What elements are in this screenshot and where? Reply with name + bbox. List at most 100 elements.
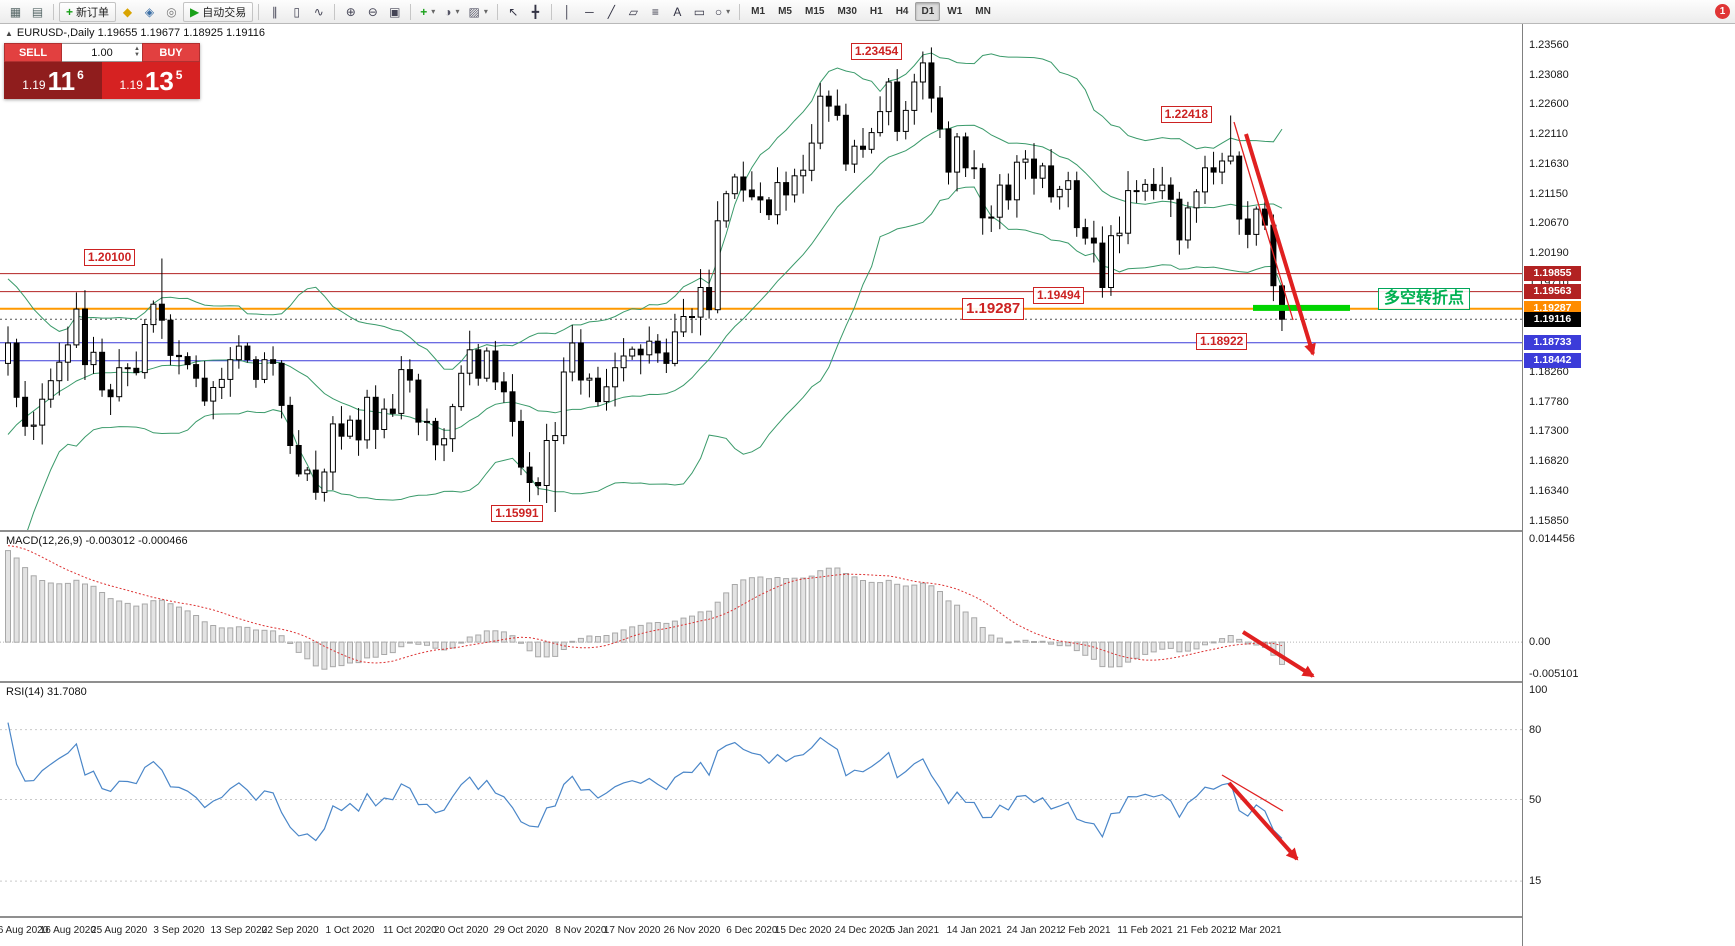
- date-label: 20 Oct 2020: [433, 925, 489, 936]
- timeframe-button-m5[interactable]: M5: [778, 6, 792, 17]
- timeframe-button-m15[interactable]: M15: [804, 6, 825, 17]
- scale-tick-label: 1.21630: [1529, 158, 1569, 170]
- fibonacci-icon[interactable]: ≡: [651, 4, 659, 19]
- rsi-scale-label: 50: [1529, 794, 1542, 806]
- vertical-line-icon[interactable]: │: [563, 4, 572, 19]
- date-label: 26 Nov 2020: [663, 925, 721, 936]
- date-label: 6 Aug 2020: [0, 925, 49, 936]
- bollinger-band-line: [7, 52, 1283, 370]
- add-indicator-dropdown[interactable]: + ▾: [420, 4, 436, 19]
- date-label: 14 Jan 2021: [946, 925, 1002, 936]
- price-label-1.19494[interactable]: 1.19494: [1032, 287, 1085, 304]
- template-dropdown[interactable]: ▨ ▾: [468, 4, 488, 19]
- label-icon[interactable]: ▭: [693, 4, 706, 19]
- volume-input[interactable]: 1.00 ▲ ▼: [62, 43, 142, 62]
- zoom-in-icon[interactable]: ⊕: [345, 4, 356, 19]
- buy-price-prefix: 1.19: [119, 78, 143, 92]
- macd-scale-label: 0.00: [1529, 636, 1551, 648]
- new-chart-window-icon[interactable]: ▦: [9, 4, 22, 19]
- toolbar-divider: [410, 3, 412, 20]
- scale-tick-label: 1.23560: [1529, 39, 1569, 51]
- scale-tick-label: 1.18260: [1529, 366, 1569, 378]
- pivot-highlight-segment: [1253, 304, 1350, 311]
- date-label: 3 Sep 2020: [153, 925, 205, 936]
- date-label: 21 Feb 2021: [1176, 925, 1234, 936]
- timeframe-button-d1[interactable]: D1: [915, 2, 941, 21]
- data-window-icon[interactable]: ◈: [144, 4, 155, 19]
- scale-tick-label: 1.17300: [1529, 425, 1569, 437]
- bull-bear-pivot-annotation[interactable]: 多空转折点: [1378, 288, 1471, 310]
- scale-tick-label: 1.15850: [1529, 515, 1569, 527]
- toolbar-divider: [334, 3, 336, 20]
- chart-profile-icon[interactable]: ▤: [31, 4, 44, 19]
- market-watch-icon[interactable]: ◆: [122, 4, 133, 19]
- date-label: 25 Aug 2020: [91, 925, 148, 936]
- rsi-scale-label: 15: [1529, 875, 1542, 887]
- down-arrow: [1221, 774, 1284, 812]
- date-label: 29 Oct 2020: [493, 925, 549, 936]
- buy-price-big: 13: [144, 65, 174, 96]
- price-scale[interactable]: 1.23560 1.23080 1.22600 1.22110 1.21630 1.211…: [1522, 24, 1735, 946]
- panel-separator[interactable]: [0, 530, 1735, 532]
- navigator-icon[interactable]: ◎: [166, 4, 177, 19]
- candlestick-chart-icon[interactable]: ▯: [293, 4, 301, 19]
- date-label: 8 Nov 2020: [555, 925, 607, 936]
- collapse-panel-icon[interactable]: ▲: [5, 28, 13, 38]
- new-order-button[interactable]: + 新订单: [59, 1, 117, 22]
- timeframe-button-h4[interactable]: H4: [895, 6, 909, 17]
- price-chart-canvas[interactable]: [0, 24, 1522, 530]
- time-axis[interactable]: 6 Aug 2020 16 Aug 2020 25 Aug 2020 3 Sep 20…: [0, 918, 1522, 946]
- panel-separator[interactable]: [0, 681, 1735, 683]
- one-click-trading-panel: SELL 1.00 ▲ ▼ BUY 1.19 11 6 1.19 13 5: [4, 43, 200, 99]
- timeframe-button-h1[interactable]: H1: [869, 6, 883, 17]
- date-label: 11 Oct 2020: [382, 925, 437, 936]
- timeframe-button-w1[interactable]: W1: [947, 6, 963, 17]
- main-toolbar: ▦ ▤ + 新订单 ◆ ◈ ◎ ▶ 自动交易 ∥ ▯ ∿ ⊕ ⊖ ▣ + ▾ ◑ ▾ ▨ ▾ ↖ ╋ │ ─ ╱ ▱ ≡ A ▭ ○ ▾ M1 M…: [0, 0, 1735, 24]
- period-dropdown[interactable]: ◑ ▾: [444, 4, 460, 19]
- price-level-badge: 1.19855: [1524, 266, 1581, 281]
- scale-tick-label: 1.22600: [1529, 98, 1569, 110]
- volume-stepper[interactable]: ▲ ▼: [134, 46, 140, 58]
- volume-value: 1.00: [91, 46, 113, 59]
- candlestick-series: [5, 47, 1285, 512]
- text-icon[interactable]: A: [673, 4, 682, 19]
- rsi-scale-label: 80: [1529, 724, 1542, 736]
- price-label-1.23454[interactable]: 1.23454: [850, 43, 903, 60]
- date-label: 17 Nov 2020: [603, 925, 661, 936]
- scale-tick-label: 1.20190: [1529, 247, 1569, 259]
- macd-indicator-label: MACD(12,26,9) -0.003012 -0.000466: [6, 535, 188, 547]
- price-label-1.15991[interactable]: 1.15991: [491, 505, 543, 522]
- price-label-1.22418[interactable]: 1.22418: [1160, 106, 1213, 123]
- price-label-1.20100[interactable]: 1.20100: [83, 249, 136, 266]
- macd-chart-canvas[interactable]: [0, 532, 1522, 681]
- line-chart-icon[interactable]: ∿: [313, 4, 324, 19]
- timeframe-button-mn[interactable]: MN: [975, 6, 991, 17]
- rsi-scale-label: 100: [1529, 684, 1548, 696]
- date-label: 6 Dec 2020: [726, 925, 778, 936]
- buy-button[interactable]: BUY: [142, 43, 200, 62]
- trendline-icon[interactable]: ╱: [607, 4, 616, 19]
- autotrading-button[interactable]: ▶ 自动交易: [183, 1, 254, 22]
- crosshair-icon[interactable]: ╋: [531, 4, 540, 19]
- sell-price-prefix: 1.19: [22, 78, 46, 92]
- price-label-1.18922[interactable]: 1.18922: [1195, 333, 1248, 350]
- scale-tick-label: 1.16340: [1529, 485, 1569, 497]
- tile-windows-icon[interactable]: ▣: [389, 4, 401, 19]
- toolbar-divider: [739, 3, 741, 20]
- horizontal-line-icon[interactable]: ─: [585, 4, 594, 19]
- zoom-out-icon[interactable]: ⊖: [367, 4, 378, 19]
- down-arrow: [1233, 121, 1294, 321]
- notification-badge[interactable]: 1: [1715, 4, 1730, 19]
- bar-chart-icon[interactable]: ∥: [271, 4, 278, 19]
- sell-price-button[interactable]: 1.19 11 6: [4, 62, 102, 99]
- sell-button[interactable]: SELL: [4, 43, 62, 62]
- rsi-chart-canvas[interactable]: [0, 683, 1522, 916]
- price-label-1.19287[interactable]: 1.19287: [962, 298, 1025, 320]
- channel-icon[interactable]: ▱: [628, 4, 639, 19]
- timeframe-button-m1[interactable]: M1: [751, 6, 766, 17]
- timeframe-button-m30[interactable]: M30: [837, 6, 857, 17]
- shapes-dropdown[interactable]: ○ ▾: [714, 4, 731, 19]
- cursor-icon[interactable]: ↖: [508, 4, 519, 19]
- buy-price-button[interactable]: 1.19 13 5: [102, 62, 200, 99]
